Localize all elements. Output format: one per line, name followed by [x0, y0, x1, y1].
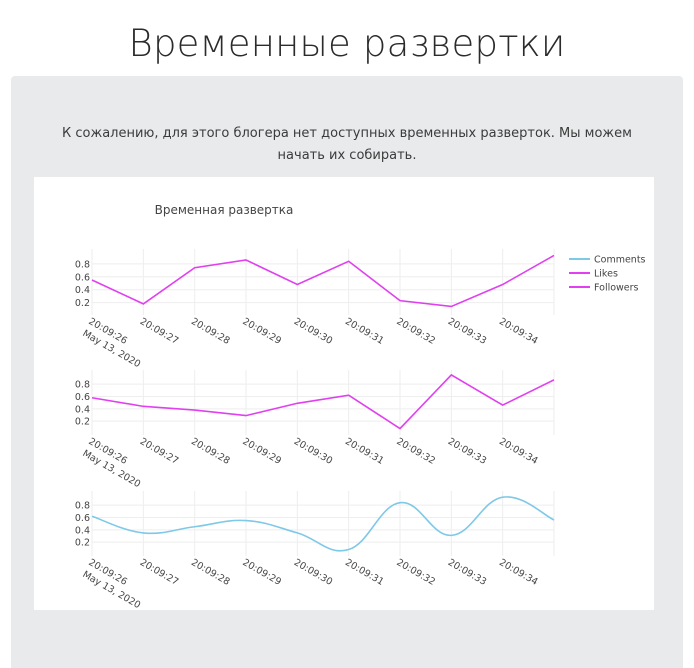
y-tick-label: 0.8	[75, 259, 90, 270]
x-tick-label: 20:09:27	[138, 557, 180, 588]
x-tick-label: 20:09:32	[395, 316, 437, 347]
x-tick-label: 20:09:31	[343, 316, 385, 347]
y-tick-label: 0.8	[75, 501, 90, 512]
legend-label-likes[interactable]: Likes	[594, 269, 618, 280]
x-tick-label: 20:09:34	[497, 436, 539, 467]
x-tick-label: 20:09:32	[395, 557, 437, 588]
x-tick-label: 20:09:28	[189, 316, 231, 347]
x-tick-label: 20:09:33	[446, 436, 488, 467]
series-line-comments	[91, 496, 555, 552]
legend-label-followers[interactable]: Followers	[594, 283, 639, 294]
y-tick-label: 0.2	[75, 417, 90, 428]
chart-title: Временная развертка	[155, 203, 294, 217]
x-tick-label: 20:09:30	[292, 316, 334, 347]
timeseries-chart[interactable]: Временная развертка0.20.40.60.820:09:26M…	[34, 177, 654, 611]
y-tick-label: 0.8	[75, 380, 90, 391]
y-tick-label: 0.2	[75, 298, 90, 309]
x-tick-label: 20:09:29	[241, 557, 283, 588]
x-tick-label: 20:09:30	[292, 557, 334, 588]
x-tick-label: 20:09:34	[497, 557, 539, 588]
x-tick-label: 20:09:29	[241, 316, 283, 347]
x-tick-label: 20:09:28	[189, 436, 231, 467]
x-tick-label: 20:09:28	[189, 557, 231, 588]
timeseries-panel: К сожалению, для этого блогера нет досту…	[11, 76, 683, 668]
x-tick-label: 20:09:29	[241, 436, 283, 467]
x-tick-label: 20:09:31	[343, 557, 385, 588]
no-data-notice: К сожалению, для этого блогера нет досту…	[62, 126, 632, 163]
series-line-followers	[91, 373, 555, 430]
page-title: Временные развертки	[128, 22, 566, 65]
x-tick-label: 20:09:30	[292, 436, 334, 467]
x-tick-label: 20:09:31	[343, 436, 385, 467]
y-tick-label: 0.4	[75, 285, 90, 296]
series-line-likes	[91, 254, 555, 308]
y-tick-label: 0.6	[75, 392, 90, 403]
y-tick-label: 0.4	[75, 525, 90, 536]
chart-legend[interactable]: Comments Likes Followers	[569, 255, 646, 294]
y-tick-label: 0.6	[75, 513, 90, 524]
y-tick-label: 0.4	[75, 404, 90, 415]
x-tick-label: 20:09:27	[138, 436, 180, 467]
x-tick-label: 20:09:27	[138, 316, 180, 347]
y-tick-label: 0.6	[75, 272, 90, 283]
legend-label-comments[interactable]: Comments	[594, 255, 646, 266]
y-tick-label: 0.2	[75, 538, 90, 549]
x-tick-label: 20:09:33	[446, 557, 488, 588]
x-tick-label: 20:09:33	[446, 316, 488, 347]
chart-card[interactable]: Временная развертка 0.2 0.4 0.6 0.8 20:09:26 M…	[34, 177, 654, 611]
x-tick-label: 20:09:34	[497, 316, 539, 347]
x-tick-label: 20:09:32	[395, 436, 437, 467]
